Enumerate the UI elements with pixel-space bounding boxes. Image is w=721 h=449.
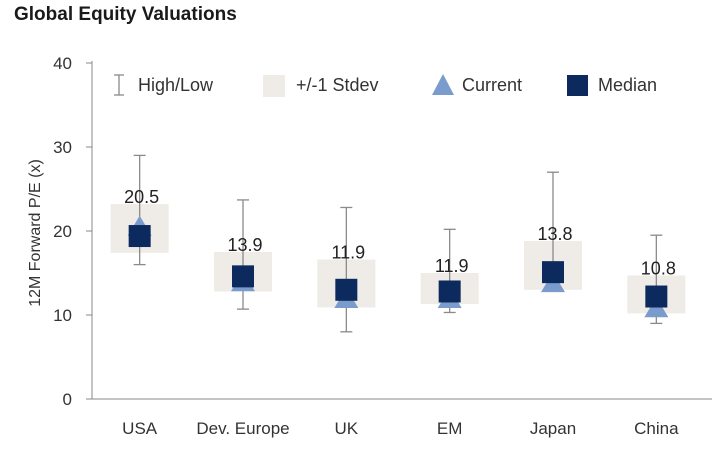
current-value-label: 13.8 <box>537 224 572 244</box>
y-tick-label: 20 <box>53 222 72 241</box>
chart-title: Global Equity Valuations <box>14 4 237 25</box>
legend-median-icon <box>567 75 588 96</box>
current-value-label: 11.9 <box>435 256 469 276</box>
x-tick-label: Japan <box>530 419 576 438</box>
median-marker <box>128 225 151 248</box>
legend-label-median: Median <box>598 75 657 95</box>
stdev-band-layer <box>110 204 686 314</box>
legend-current-icon <box>432 74 454 95</box>
y-tick-label: 30 <box>53 138 72 157</box>
legend-label-high-low: High/Low <box>138 75 214 95</box>
median-marker <box>645 285 668 308</box>
x-tick-label: China <box>634 419 679 438</box>
median-marker-layer <box>128 225 668 308</box>
current-value-label: 10.8 <box>641 259 676 279</box>
axes-layer: 0 10 20 30 40 12M Forward P/E (x) USA Dev. Euro… <box>27 54 712 438</box>
y-axis-label: 12M Forward P/E (x) <box>27 159 44 307</box>
y-tick-label: 10 <box>53 306 72 325</box>
y-tick-label: 0 <box>63 390 72 409</box>
y-tick-label: 40 <box>53 54 72 73</box>
data-label-layer: 20.5 13.9 11.9 11.9 13.8 10.8 <box>124 187 676 278</box>
current-value-label: 11.9 <box>331 243 365 263</box>
legend-stdev-icon <box>263 75 285 97</box>
x-tick-label: USA <box>122 419 158 438</box>
x-tick-label: EM <box>437 419 463 438</box>
legend-label-stdev: +/-1 Stdev <box>296 75 379 95</box>
current-value-label: 20.5 <box>124 187 159 207</box>
median-marker <box>335 278 358 301</box>
median-marker <box>542 261 564 284</box>
current-marker-layer <box>127 215 669 318</box>
x-tick-label: UK <box>335 419 359 438</box>
high-low-layer <box>133 154 663 333</box>
x-tick-label: Dev. Europe <box>196 419 289 438</box>
legend: High/Low +/-1 Stdev Current Median <box>114 74 657 97</box>
legend-label-current: Current <box>462 75 522 95</box>
median-marker <box>232 265 254 288</box>
median-marker <box>438 280 461 303</box>
current-value-label: 13.9 <box>227 235 262 255</box>
